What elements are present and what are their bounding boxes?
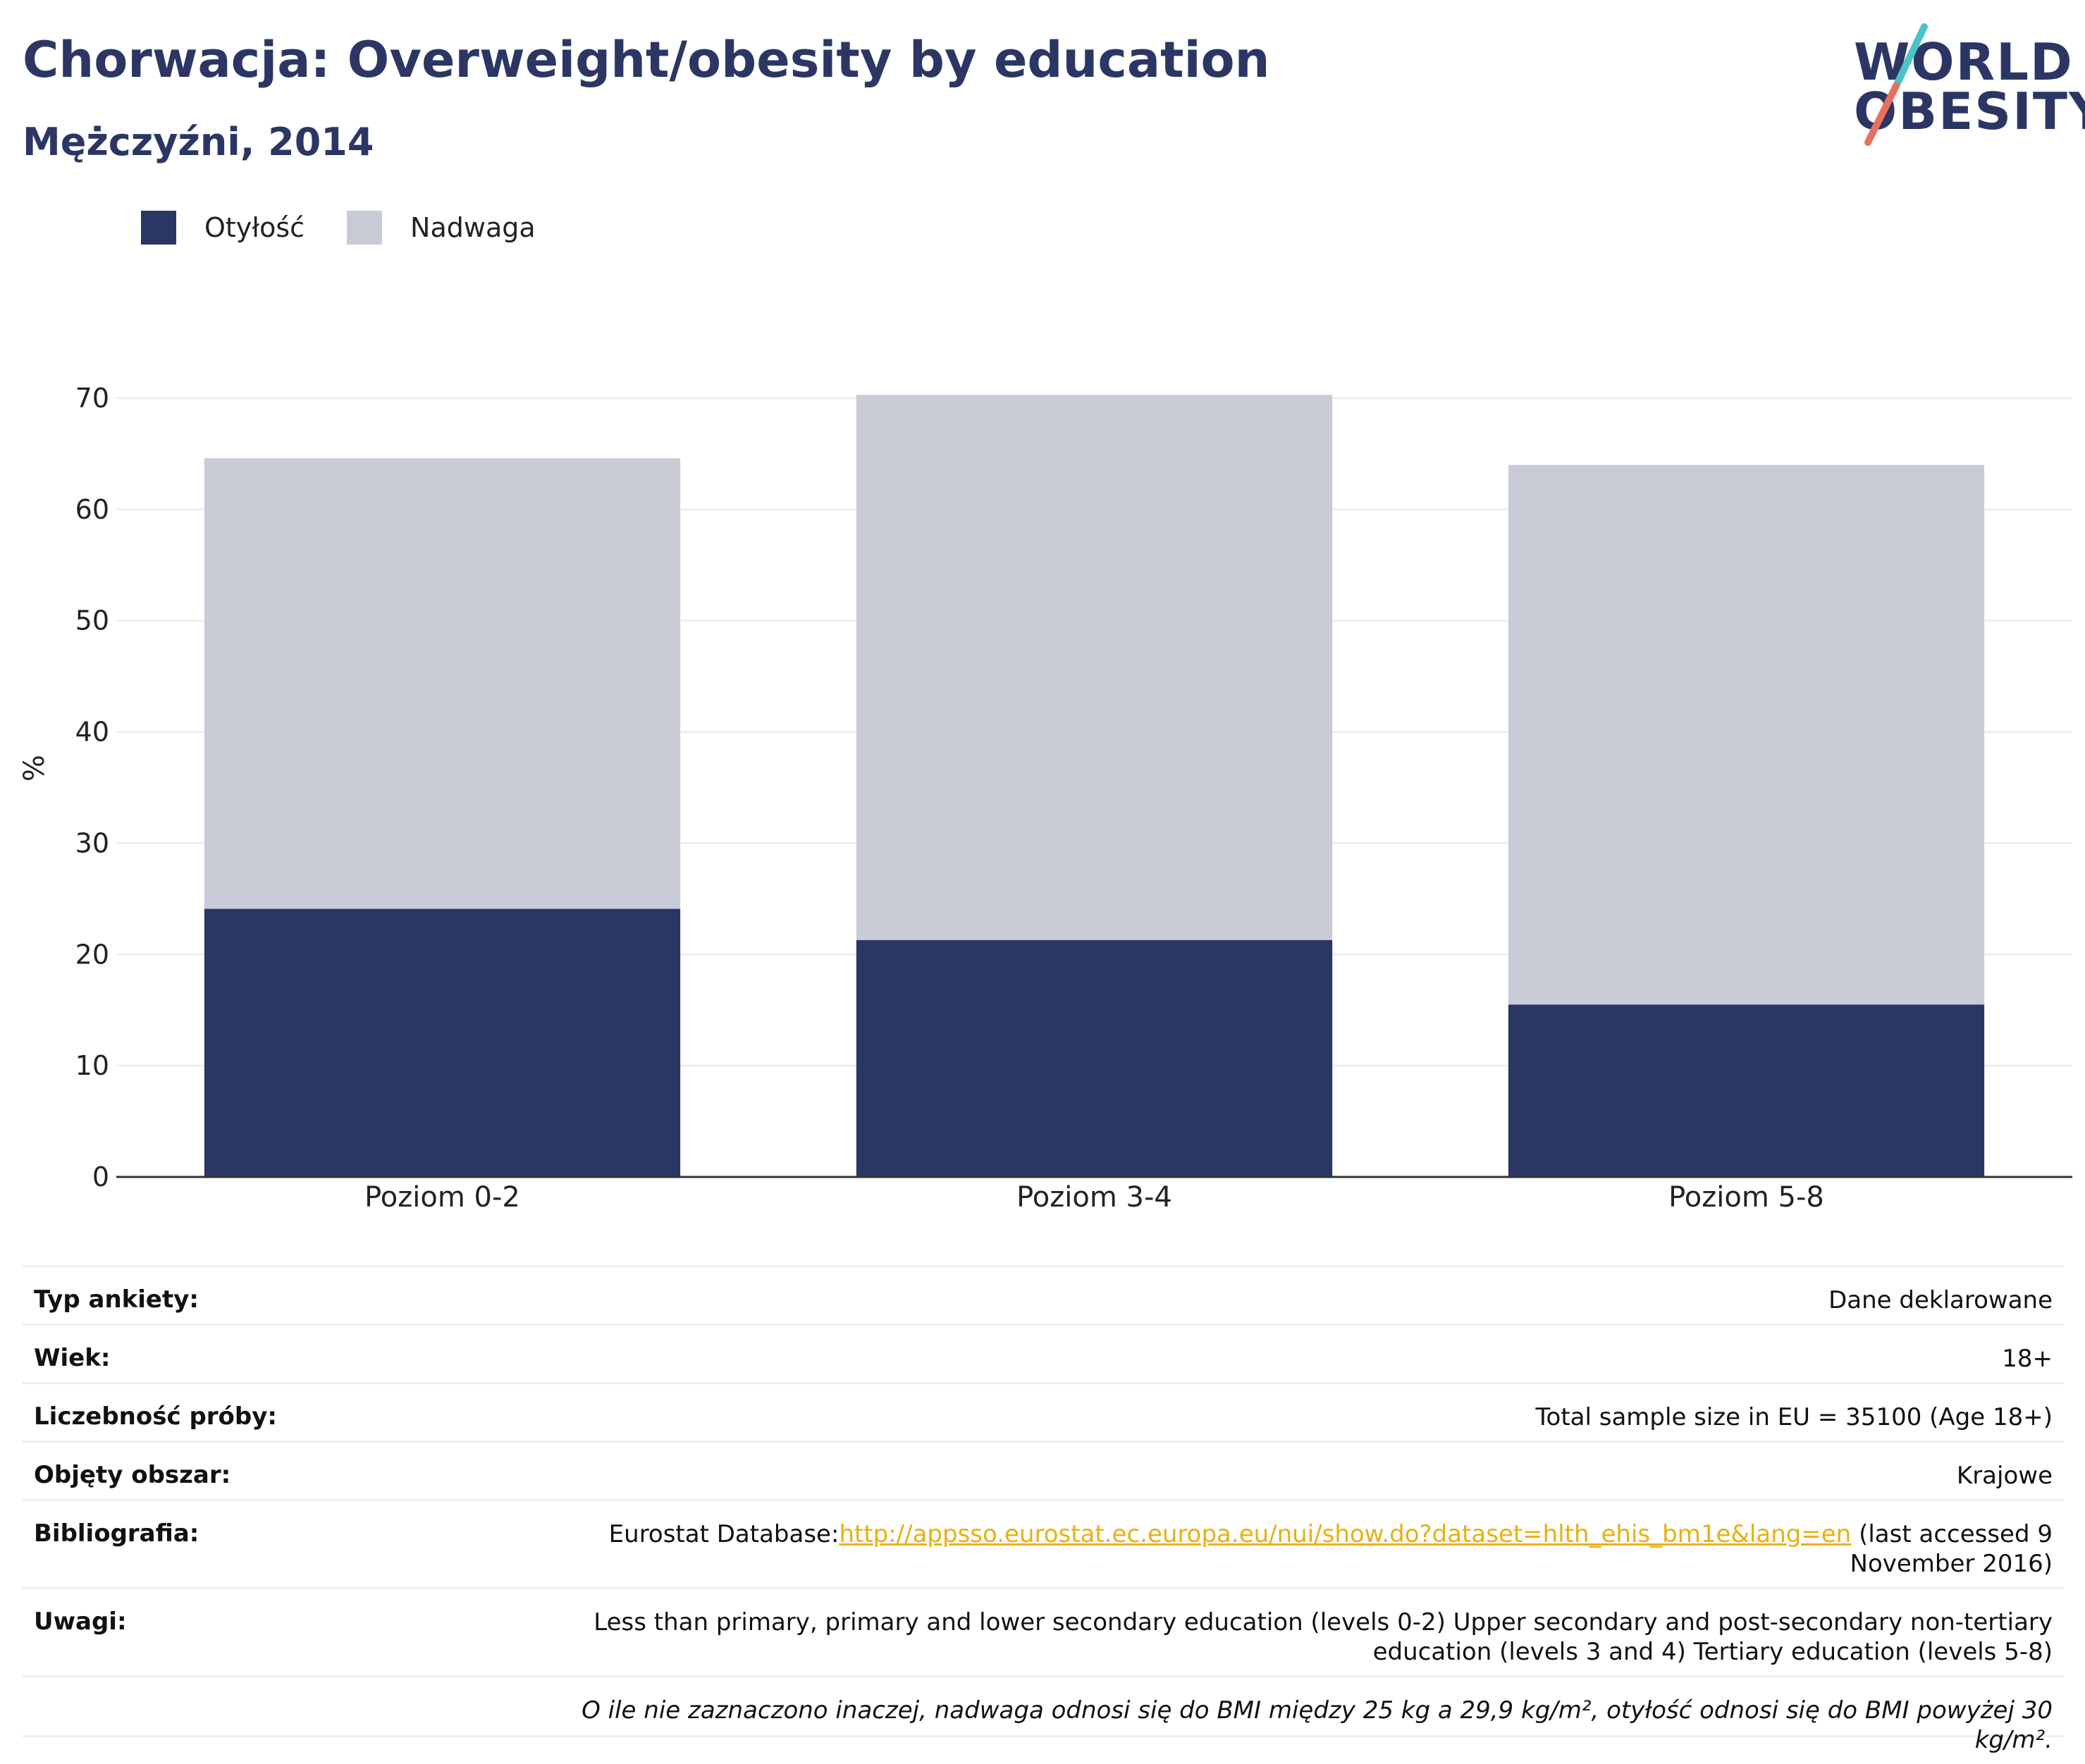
footnote-text: O ile nie zaznaczono inaczej, nadwaga od… — [582, 1696, 2053, 1754]
info-value: Total sample size in EU = 35100 (Age 18+… — [1535, 1403, 2053, 1431]
bar-obesity-1 — [856, 939, 1333, 1177]
bar-overweight-2 — [1508, 464, 1985, 1005]
legend-label-overweight: Nadwaga — [410, 212, 536, 243]
bibliography-suffix: (last accessed 9 November 2016) — [1850, 1520, 2053, 1578]
y-axis-label: % — [18, 755, 51, 782]
chart-title: Chorwacja: Overweight/obesity by educati… — [23, 31, 1270, 89]
y-tick-label: 60 — [75, 494, 109, 525]
legend-swatch-obesity — [141, 211, 176, 245]
bar-obesity-0 — [204, 908, 681, 1177]
info-value: 18+ — [2002, 1345, 2053, 1373]
chart-subtitle: Mężczyźni, 2014 — [23, 120, 374, 164]
info-table: Typ ankiety: Dane deklarowane Wiek: 18+ … — [23, 1265, 2064, 1754]
legend: Otyłość Nadwaga — [141, 210, 578, 245]
bibliography-prefix: Eurostat Database: — [608, 1520, 839, 1548]
bar-chart: 0 10 20 30 40 50 60 70 Poziom 0-2 Poziom 3-4 Pozio… — [18, 383, 2072, 1214]
info-label: Wiek: — [34, 1344, 111, 1372]
info-value: Dane deklarowane — [1828, 1286, 2053, 1314]
y-tick-label: 20 — [75, 939, 109, 970]
bar-obesity-2 — [1508, 1004, 1985, 1177]
x-tick-label: Poziom 0-2 — [364, 1181, 520, 1214]
info-label: Bibliografia: — [34, 1519, 199, 1548]
y-tick-label: 30 — [75, 827, 109, 858]
legend-item-overweight: Nadwaga — [347, 211, 536, 245]
info-label: Uwagi: — [34, 1608, 127, 1636]
info-row-area: Objęty obszar: Krajowe — [23, 1441, 2064, 1499]
info-label: Objęty obszar: — [34, 1461, 231, 1489]
info-label: Typ ankiety: — [34, 1285, 199, 1314]
bibliography-link[interactable]: http://appsso.eurostat.ec.europa.eu/nui/… — [839, 1520, 1852, 1548]
legend-label-obesity: Otyłość — [204, 212, 305, 243]
bar-overweight-1 — [856, 395, 1333, 940]
info-value: Eurostat Database:http://appsso.eurostat… — [502, 1519, 2053, 1579]
info-row-footnote: O ile nie zaznaczono inaczej, nadwaga od… — [23, 1675, 2064, 1754]
info-value: Krajowe — [1956, 1462, 2053, 1490]
y-tick-label: 70 — [75, 383, 109, 414]
legend-swatch-overweight — [347, 211, 383, 245]
info-row-age: Wiek: 18+ — [23, 1324, 2064, 1382]
world-obesity-logo-icon: WORLD OBESITY — [1847, 21, 2085, 148]
info-row-bibliography: Bibliografia: Eurostat Database:http://a… — [23, 1499, 2064, 1587]
legend-item-obesity: Otyłość — [141, 211, 305, 245]
bar-overweight-0 — [204, 458, 681, 909]
x-tick-label: Poziom 5-8 — [1668, 1181, 1824, 1214]
info-row-survey-type: Typ ankiety: Dane deklarowane — [23, 1265, 2064, 1324]
x-tick-label: Poziom 3-4 — [1016, 1181, 1172, 1214]
info-row-sample-size: Liczebność próby: Total sample size in E… — [23, 1382, 2064, 1441]
info-value: Less than primary, primary and lower sec… — [593, 1608, 2053, 1666]
y-tick-label: 0 — [92, 1161, 109, 1192]
info-row-notes: Uwagi: Less than primary, primary and lo… — [23, 1587, 2064, 1675]
y-tick-label: 40 — [75, 717, 109, 748]
info-table-bottom-border — [23, 1735, 2064, 1737]
info-label: Liczebność próby: — [34, 1402, 278, 1431]
logo-slash-icon — [1864, 23, 1928, 146]
y-tick-label: 50 — [75, 605, 109, 636]
logo-line-1: WORLD — [1854, 32, 2074, 92]
y-tick-label: 10 — [75, 1050, 109, 1081]
